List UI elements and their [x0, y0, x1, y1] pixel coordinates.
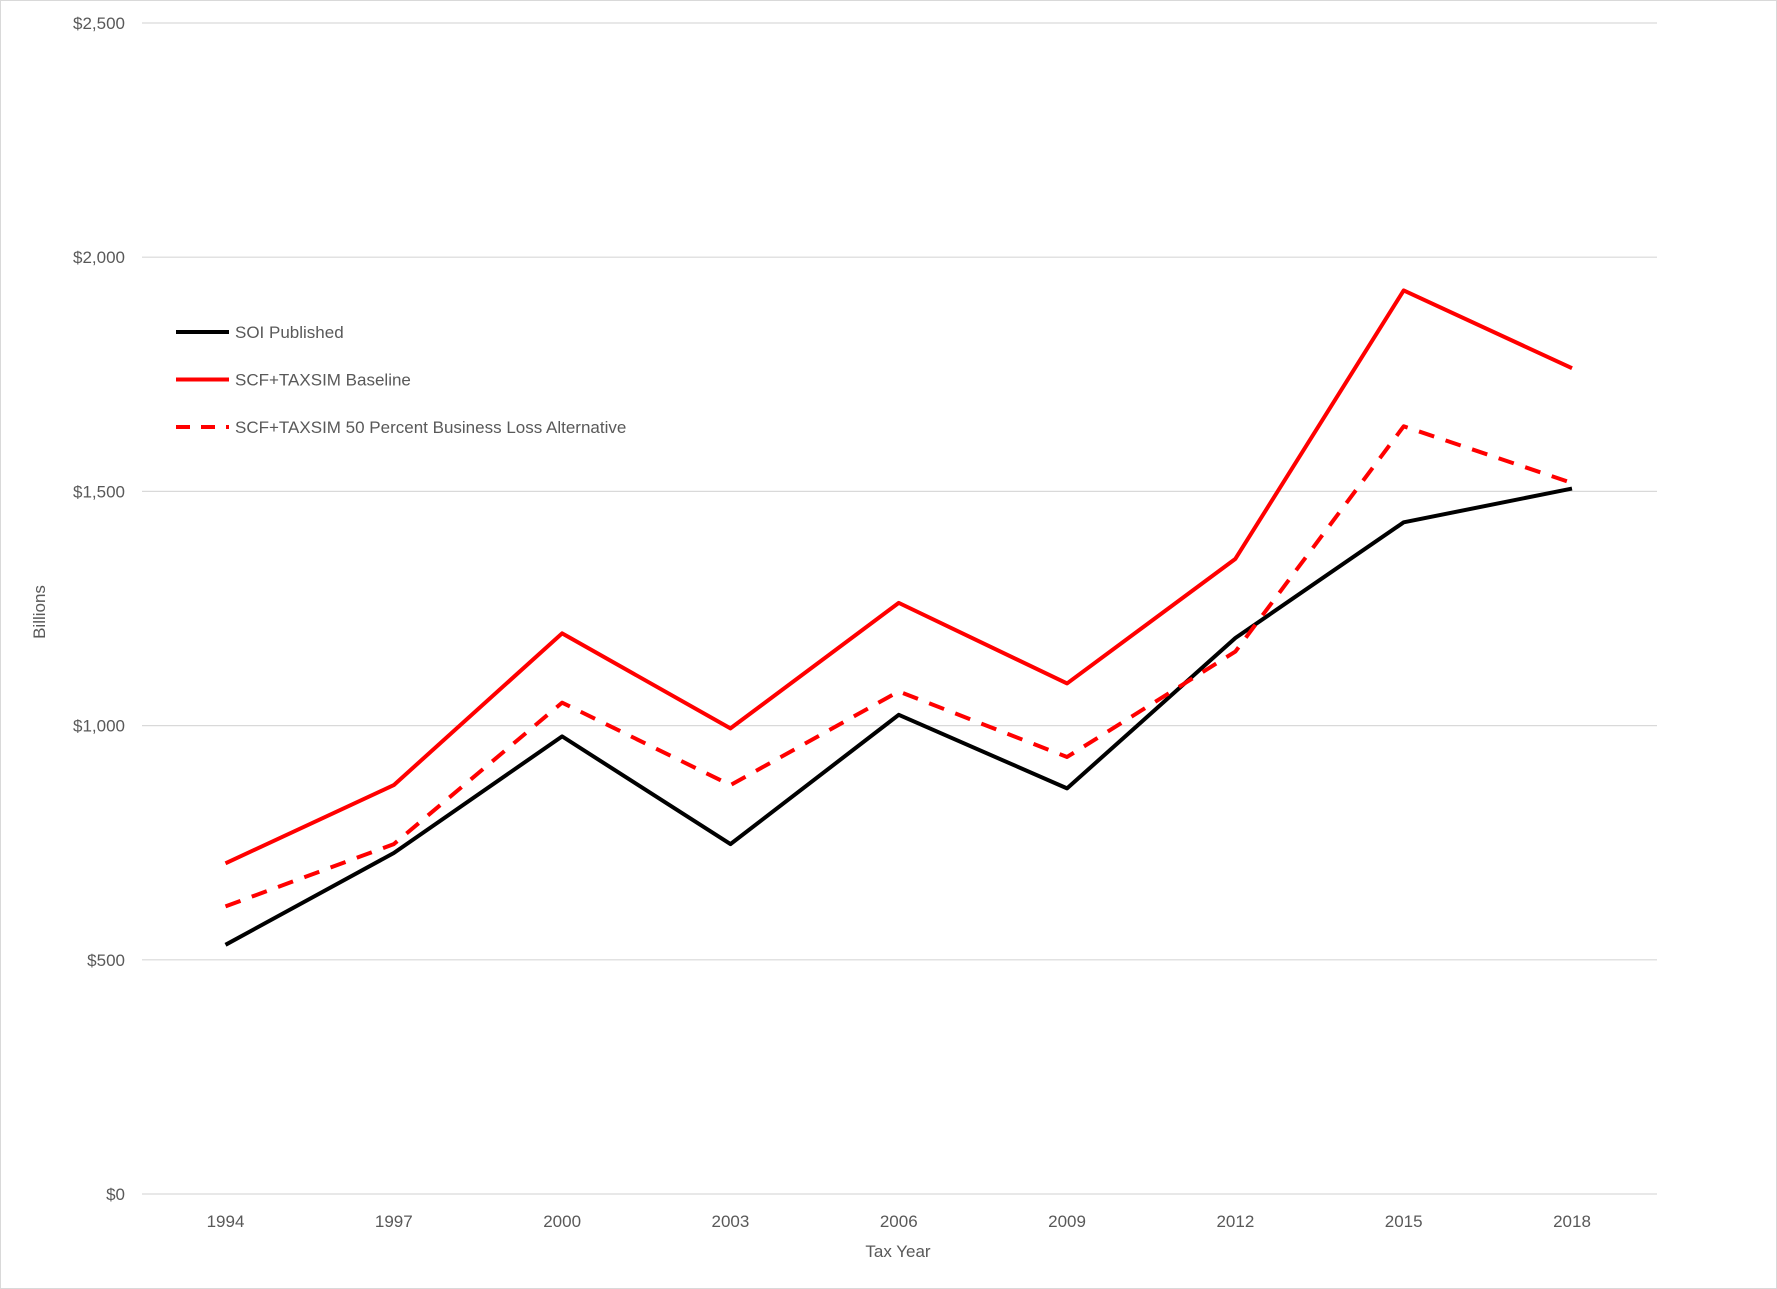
x-tick-label: 2012 — [1216, 1212, 1254, 1231]
x-tick-label: 2009 — [1048, 1212, 1086, 1231]
series-lines — [224, 288, 1573, 947]
y-tick-label: $1,000 — [73, 717, 125, 736]
series-line-0 — [224, 486, 1573, 947]
y-tick-label: $1,500 — [73, 482, 125, 501]
legend-label: SCF+TAXSIM Baseline — [235, 371, 411, 390]
x-tick-label: 1994 — [207, 1212, 245, 1231]
gridlines — [142, 22, 1657, 1195]
x-tick-label: 2000 — [543, 1212, 581, 1231]
legend-label: SOI Published — [235, 323, 344, 342]
series-line-2 — [224, 424, 1573, 909]
x-tick-label: 2003 — [712, 1212, 750, 1231]
y-tick-label: $2,000 — [73, 248, 125, 267]
x-tick-label: 1997 — [375, 1212, 413, 1231]
x-tick-label: 2006 — [880, 1212, 918, 1231]
x-tick-label: 2015 — [1385, 1212, 1423, 1231]
x-axis-label: Tax Year — [865, 1242, 931, 1261]
y-tick-label: $500 — [87, 951, 125, 970]
legend-label: SCF+TAXSIM 50 Percent Business Loss Alte… — [235, 418, 626, 437]
x-tick-labels: 1994 1997 2000 2003 2006 2009 2012 2015 2018 — [207, 1212, 1591, 1231]
series-line-1 — [224, 288, 1573, 866]
y-axis-label: Billions — [30, 585, 49, 639]
y-tick-label: $0 — [106, 1185, 125, 1204]
y-tick-labels: $0 $500 $1,000 $1,500 $2,000 $2,500 — [73, 14, 125, 1204]
x-tick-label: 2018 — [1553, 1212, 1591, 1231]
y-tick-label: $2,500 — [73, 14, 125, 33]
legend: SOI Published SCF+TAXSIM Baseline SCF+TAXS… — [176, 323, 626, 437]
